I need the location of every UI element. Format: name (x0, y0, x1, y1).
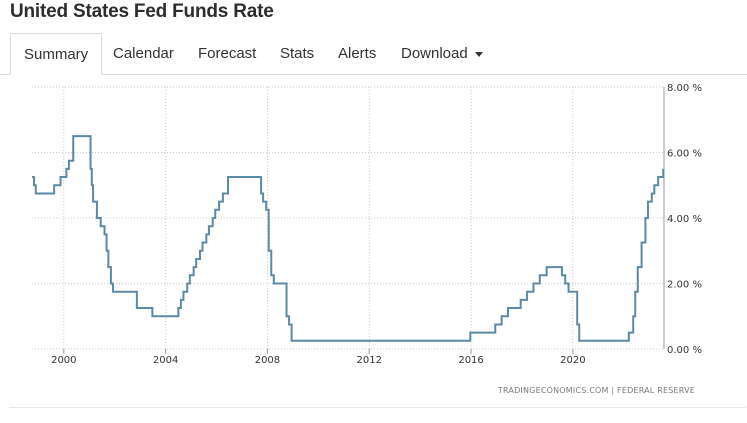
tab-summary[interactable]: Summary (10, 33, 103, 75)
chart-panel (9, 74, 746, 408)
y-tick-label: 8.00 % (667, 83, 702, 94)
x-tick-label: 2000 (51, 355, 76, 366)
y-tick-label: 6.00 % (667, 149, 702, 160)
x-tick-label: 2004 (153, 355, 178, 366)
source-label: TRADINGECONOMICS.COM | FEDERAL RESERVE (497, 386, 695, 395)
tab-stats-label: Stats (280, 45, 315, 62)
x-tick-label: 2008 (255, 355, 280, 366)
series-line (32, 135, 665, 342)
tab-forecast-label: Forecast (198, 45, 257, 62)
tab-stats[interactable]: Stats (267, 33, 327, 74)
line-layer (32, 135, 665, 342)
tab-forecast[interactable]: Forecast (185, 33, 269, 74)
caret-down-icon (474, 51, 483, 57)
y-tick-label: 0.00 % (667, 345, 702, 356)
tab-download-label: Download (401, 45, 468, 62)
tab-alerts-label: Alerts (338, 45, 377, 62)
tab-calendar-label: Calendar (113, 45, 174, 62)
grid-layer (32, 86, 665, 354)
x-tick-label: 2020 (560, 355, 585, 366)
page-title: United States Fed Funds Rate (10, 1, 274, 22)
tab-bar: Summary Calendar Forecast Stats Alerts D… (0, 33, 747, 75)
tab-calendar[interactable]: Calendar (100, 33, 187, 74)
labels-layer: 0.00 % 2.00 % 4.00 % 6.00 % 8.00 % 2000 2004 20… (51, 83, 702, 366)
tab-summary-label: Summary (24, 46, 89, 63)
x-tick-label: 2016 (458, 355, 483, 366)
x-tick-label: 2012 (357, 355, 382, 366)
y-tick-label: 4.00 % (667, 214, 702, 225)
tab-download[interactable]: Download (388, 33, 496, 74)
y-tick-label: 2.00 % (667, 280, 702, 291)
tab-alerts[interactable]: Alerts (325, 33, 389, 74)
